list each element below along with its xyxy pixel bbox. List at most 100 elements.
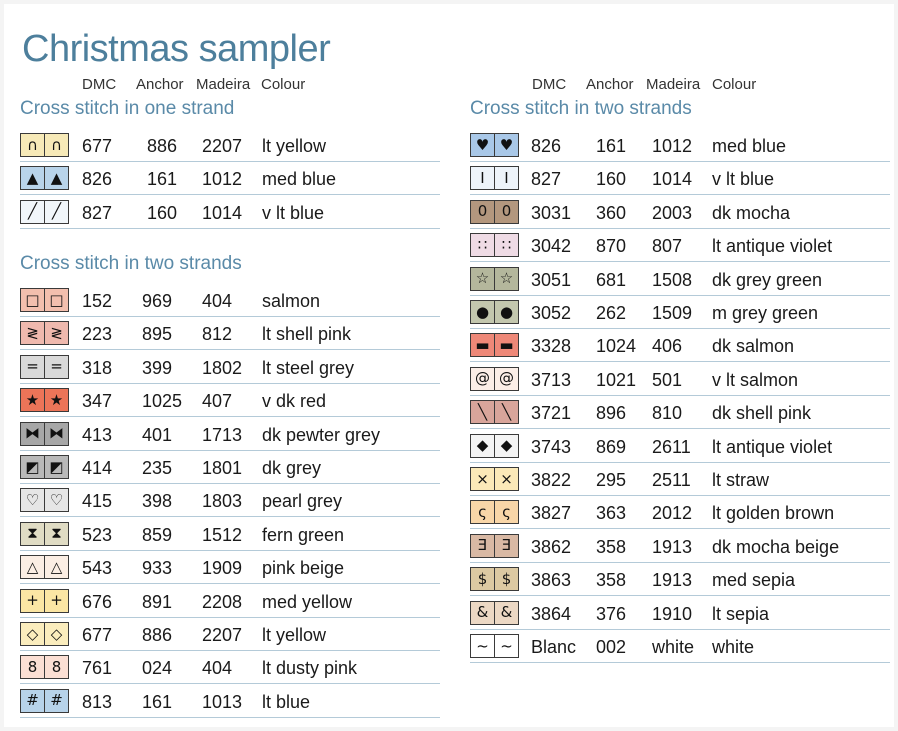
eight-icon: 8 [44, 655, 69, 680]
symbol-swatch: △ △ [20, 555, 70, 580]
colour-value: lt yellow [262, 136, 327, 156]
diagonal-line-icon: ╱ [44, 199, 69, 224]
symbol-swatch: ⧓ ⧓ [20, 421, 70, 446]
madeira-value: 1913 [652, 570, 693, 591]
arch-icon: ∩ [44, 133, 69, 157]
triangle-icon: ▲ [20, 166, 45, 191]
thread-row: ς ς 3827 363 2012 lt golden brown [470, 496, 890, 530]
colour-value: lt blue [262, 691, 311, 712]
diamond-outline-icon: ◇ [20, 622, 45, 646]
colour-value: dk salmon [712, 336, 795, 357]
thread-row: × × 3822 295 2511 lt straw [470, 463, 890, 496]
colour-value: pink beige [262, 558, 345, 579]
madeira-value: 407 [202, 391, 233, 412]
madeira-value: 2207 [202, 625, 243, 645]
star-icon: ★ [20, 388, 45, 413]
madeira-value: 1509 [652, 303, 693, 323]
madeira-value: 1913 [652, 536, 693, 557]
anchor-value: 358 [596, 536, 627, 557]
thread-row: & & 3864 376 1910 lt sepia [470, 597, 890, 630]
equals-icon: = [20, 354, 45, 379]
dmc-value: 813 [82, 691, 113, 712]
madeira-value: white [652, 637, 695, 657]
madeira-value: 2611 [652, 436, 691, 457]
anchor-value: 295 [596, 470, 627, 490]
four-squares-icon: ∷ [470, 233, 495, 258]
anchor-value: 160 [147, 202, 178, 223]
dmc-value: 3042 [531, 236, 572, 257]
madeira-value: 406 [652, 336, 683, 357]
ampersand-icon: & [470, 600, 495, 625]
anchor-value: 933 [142, 558, 173, 579]
madeira-value: 1909 [202, 558, 243, 579]
anchor-value: 895 [142, 324, 173, 345]
symbol-swatch: ♥ ♥ [470, 133, 520, 157]
dmc-value: 3713 [531, 369, 572, 390]
madeira-value: 1013 [202, 691, 243, 712]
colour-value: lt antique violet [712, 236, 833, 257]
double-angle-icon: ≷ [44, 321, 69, 346]
symbol-swatch: ◇ ◇ [20, 622, 70, 646]
anchor-value: 363 [596, 503, 627, 524]
arch-icon: ∩ [20, 133, 45, 157]
madeira-value: 1910 [652, 603, 693, 624]
dmc-value: 826 [82, 169, 113, 190]
bowtie-icon: ⧓ [44, 421, 69, 446]
dmc-value: 677 [82, 136, 113, 156]
thread-row: + +676 891 2208 med yellow [20, 585, 440, 618]
colour-value: dk mocha [712, 202, 791, 223]
thread-row: ▬ ▬ 3328 1024 406 dk salmon [470, 329, 890, 363]
madeira-value: 501 [652, 369, 683, 390]
hash-icon: # [44, 688, 69, 713]
thread-row: ◆ ◆ 3743 869 2611 lt antique violet [470, 430, 890, 463]
thread-row: 8 8 761 024 404 lt dusty pink [20, 651, 440, 685]
symbol-swatch: = = [20, 354, 70, 379]
madeira-value: 1713 [202, 424, 243, 445]
madeira-value: 2012 [652, 503, 693, 524]
symbol-swatch: ╲ ╲ [470, 400, 520, 425]
anchor-value: 401 [142, 424, 173, 445]
anchor-value: 358 [596, 570, 627, 591]
header-dmc-right: DMC [532, 76, 567, 93]
dmc-value: 152 [82, 291, 113, 311]
colour-value: dk pewter grey [262, 424, 381, 445]
triangle-outline-icon: △ [44, 555, 69, 580]
anchor-value: 1025 [142, 391, 183, 412]
anchor-value: 886 [142, 625, 173, 645]
dmc-value: 676 [82, 591, 113, 612]
header-anchor-left: Anchor [136, 76, 184, 93]
curl-icon: ς [494, 500, 519, 525]
dmc-value: 3743 [531, 436, 572, 457]
hourglass-icon: ⧗ [44, 521, 69, 546]
dmc-value: 3721 [531, 403, 572, 424]
colour-value: med blue [712, 136, 787, 156]
zero-icon: 0 [470, 199, 495, 224]
reversed-e-icon: Ǝ [470, 533, 495, 558]
curl-icon: ς [470, 500, 495, 525]
i-beam-icon: I [494, 166, 519, 191]
backslash-icon: ╲ [494, 400, 519, 425]
dot-line-icon: ● [494, 300, 519, 324]
header-colour-right: Colour [712, 76, 757, 93]
dmc-value: 223 [82, 324, 113, 345]
heart-outline-icon: ♡ [20, 488, 45, 513]
triangle-icon: ▲ [44, 166, 69, 191]
madeira-value: 1512 [202, 524, 243, 545]
thread-row: ☆ ☆ 3051 681 1508 dk grey green [470, 263, 890, 296]
thread-row: ≷ ≷ 223 895 812 lt shell pink [20, 317, 440, 351]
dmc-value: 3864 [531, 603, 572, 624]
square-outline-icon: □ [20, 288, 45, 312]
bowtie-icon: ⧓ [20, 421, 45, 446]
thread-row: ∩ ∩ 677 886 2207 lt yellow [20, 129, 440, 162]
anchor-value: 896 [596, 403, 627, 424]
symbol-swatch: ★ ★ [20, 388, 70, 413]
madeira-value: 1508 [652, 269, 693, 290]
madeira-value: 2207 [202, 136, 243, 156]
anchor-value: 360 [596, 202, 627, 223]
header-anchor-right: Anchor [586, 76, 634, 93]
symbol-swatch: □ □ [20, 288, 70, 312]
triangle-outline-icon: △ [20, 555, 45, 580]
anchor-value: 870 [596, 236, 627, 257]
madeira-value: 1802 [202, 357, 243, 378]
